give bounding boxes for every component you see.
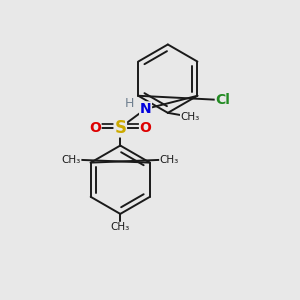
- Text: CH₃: CH₃: [111, 222, 130, 232]
- Text: O: O: [140, 121, 152, 135]
- Text: Cl: Cl: [215, 93, 230, 107]
- Text: CH₃: CH₃: [181, 112, 200, 122]
- Text: CH₃: CH₃: [160, 154, 179, 164]
- Text: S: S: [114, 119, 126, 137]
- Text: H: H: [124, 98, 134, 110]
- Text: O: O: [89, 121, 101, 135]
- Text: CH₃: CH₃: [61, 154, 81, 164]
- Text: N: N: [140, 102, 152, 116]
